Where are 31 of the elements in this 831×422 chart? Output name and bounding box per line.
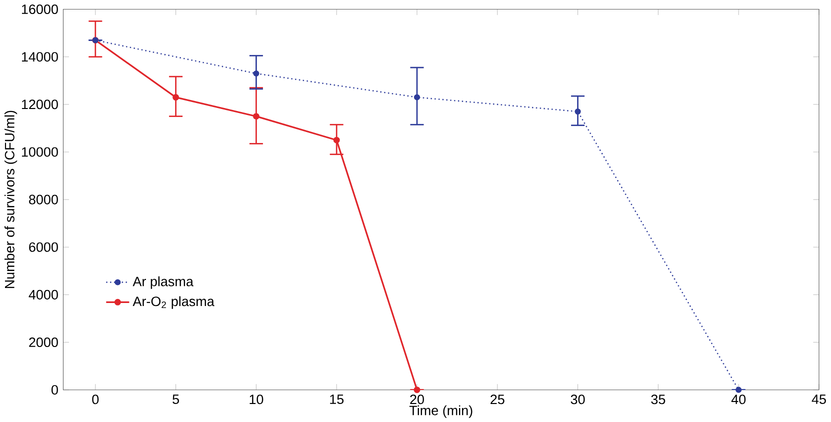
legend-label: Ar-O$_{2}$ plasma [132, 296, 214, 309]
point [574, 108, 581, 114]
y-tick-label: 10000 [22, 147, 58, 157]
x-tick-label: 0 [92, 394, 99, 404]
x-tick-label: 25 [490, 394, 504, 404]
point [252, 112, 260, 120]
y-axis-title: Number of survivors (CFU/ml) [4, 110, 18, 288]
point [414, 386, 420, 393]
point [333, 136, 340, 144]
x-axis-title: Time (min) [409, 405, 472, 418]
y-tick-label: 2000 [29, 337, 58, 347]
y-tick-label: 14000 [22, 52, 58, 62]
y-tick-label: 4000 [28, 290, 58, 300]
legend-label: Ar plasma [132, 276, 194, 289]
x-tick-label: 15 [330, 394, 344, 404]
y-tick-label: 16000 [22, 4, 58, 14]
x-tick-label: 10 [250, 394, 264, 404]
y-tick-label: 8000 [29, 194, 58, 204]
y-tick-label: 6000 [29, 242, 58, 252]
point [172, 94, 180, 100]
x-tick-label: 40 [731, 394, 746, 404]
x-tick-label: 35 [651, 394, 666, 404]
x-tick-label: 5 [172, 394, 179, 404]
point [253, 70, 260, 76]
y-tick-label: 12000 [22, 99, 58, 109]
x-tick-label: 45 [812, 394, 826, 404]
point [736, 386, 742, 393]
y-tick-label: 0 [52, 384, 58, 394]
point [414, 94, 420, 100]
x-tick-label: 30 [570, 394, 585, 404]
x-tick-label: 20 [410, 394, 424, 404]
